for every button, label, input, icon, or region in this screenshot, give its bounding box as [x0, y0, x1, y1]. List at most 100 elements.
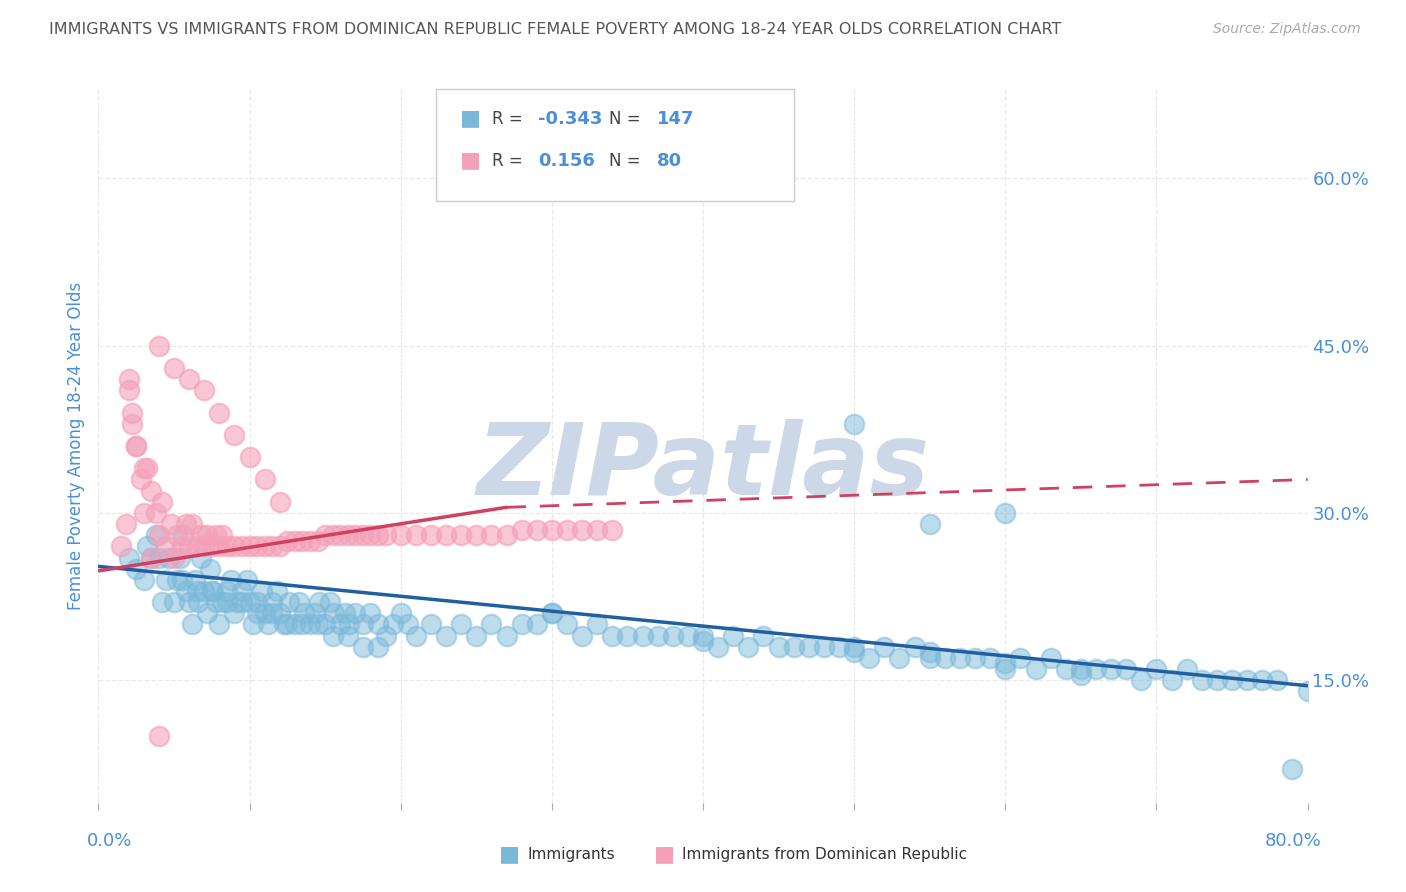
Point — [1281, 762, 1303, 776]
Point — [239, 539, 262, 553]
Point — [352, 528, 374, 542]
Point — [246, 539, 269, 553]
Point — [145, 506, 167, 520]
Point — [135, 539, 157, 553]
Point — [676, 628, 699, 642]
Point — [200, 562, 222, 576]
Point — [322, 628, 344, 642]
Point — [1039, 651, 1062, 665]
Point — [179, 539, 201, 553]
Text: IMMIGRANTS VS IMMIGRANTS FROM DOMINICAN REPUBLIC FEMALE POVERTY AMONG 18-24 YEAR: IMMIGRANTS VS IMMIGRANTS FROM DOMINICAN … — [49, 22, 1062, 37]
Point — [965, 651, 987, 665]
Point — [276, 533, 298, 548]
Point — [170, 573, 193, 587]
Text: N =: N = — [609, 152, 645, 169]
Point — [994, 657, 1017, 671]
Point — [540, 607, 562, 621]
Point — [797, 640, 820, 654]
Point — [586, 617, 609, 632]
Point — [292, 607, 315, 621]
Point — [118, 372, 141, 386]
Point — [1267, 673, 1289, 687]
Point — [1054, 662, 1077, 676]
Point — [224, 427, 246, 442]
Point — [707, 640, 730, 654]
Point — [631, 628, 654, 642]
Text: ■: ■ — [460, 151, 481, 170]
Point — [382, 617, 405, 632]
Point — [148, 338, 170, 352]
Text: ZIPatlas: ZIPatlas — [477, 419, 929, 516]
Point — [166, 528, 188, 542]
Point — [1296, 684, 1319, 698]
Point — [844, 640, 866, 654]
Point — [434, 528, 457, 542]
Point — [110, 539, 132, 553]
Point — [187, 595, 209, 609]
Point — [344, 607, 367, 621]
Point — [1175, 662, 1198, 676]
Point — [276, 617, 298, 632]
Text: 80: 80 — [657, 152, 682, 169]
Point — [813, 640, 835, 654]
Point — [1070, 662, 1092, 676]
Point — [273, 617, 295, 632]
Point — [352, 617, 374, 632]
Point — [269, 539, 291, 553]
Point — [420, 528, 443, 542]
Point — [495, 628, 517, 642]
Point — [135, 461, 157, 475]
Point — [1070, 667, 1092, 681]
Point — [450, 617, 472, 632]
Text: 0.156: 0.156 — [538, 152, 595, 169]
Point — [179, 595, 201, 609]
Point — [994, 506, 1017, 520]
Point — [949, 651, 972, 665]
Point — [336, 528, 359, 542]
Point — [465, 628, 488, 642]
Point — [329, 528, 352, 542]
Point — [179, 372, 201, 386]
Point — [253, 607, 276, 621]
Point — [145, 528, 167, 542]
Point — [904, 640, 927, 654]
Point — [481, 528, 503, 542]
Point — [367, 528, 389, 542]
Point — [129, 472, 152, 486]
Point — [215, 595, 238, 609]
Point — [211, 595, 233, 609]
Point — [118, 550, 141, 565]
Point — [193, 583, 215, 598]
Point — [193, 384, 215, 398]
Point — [163, 595, 186, 609]
Point — [163, 360, 186, 375]
Point — [510, 523, 533, 537]
Point — [434, 628, 457, 642]
Point — [205, 528, 228, 542]
Point — [360, 607, 382, 621]
Point — [314, 617, 336, 632]
Point — [1144, 662, 1167, 676]
Point — [160, 517, 183, 532]
Point — [231, 595, 253, 609]
Point — [602, 523, 624, 537]
Point — [1010, 651, 1032, 665]
Point — [540, 607, 562, 621]
Point — [918, 517, 941, 532]
Point — [150, 494, 173, 508]
Point — [239, 595, 262, 609]
Point — [737, 640, 759, 654]
Text: ■: ■ — [499, 845, 520, 864]
Point — [526, 523, 548, 537]
Point — [602, 628, 624, 642]
Point — [239, 450, 262, 464]
Point — [783, 640, 806, 654]
Point — [307, 533, 329, 548]
Point — [246, 595, 269, 609]
Point — [125, 562, 148, 576]
Point — [186, 539, 208, 553]
Point — [1085, 662, 1108, 676]
Point — [224, 539, 246, 553]
Point — [420, 617, 443, 632]
Text: 0.0%: 0.0% — [87, 832, 132, 850]
